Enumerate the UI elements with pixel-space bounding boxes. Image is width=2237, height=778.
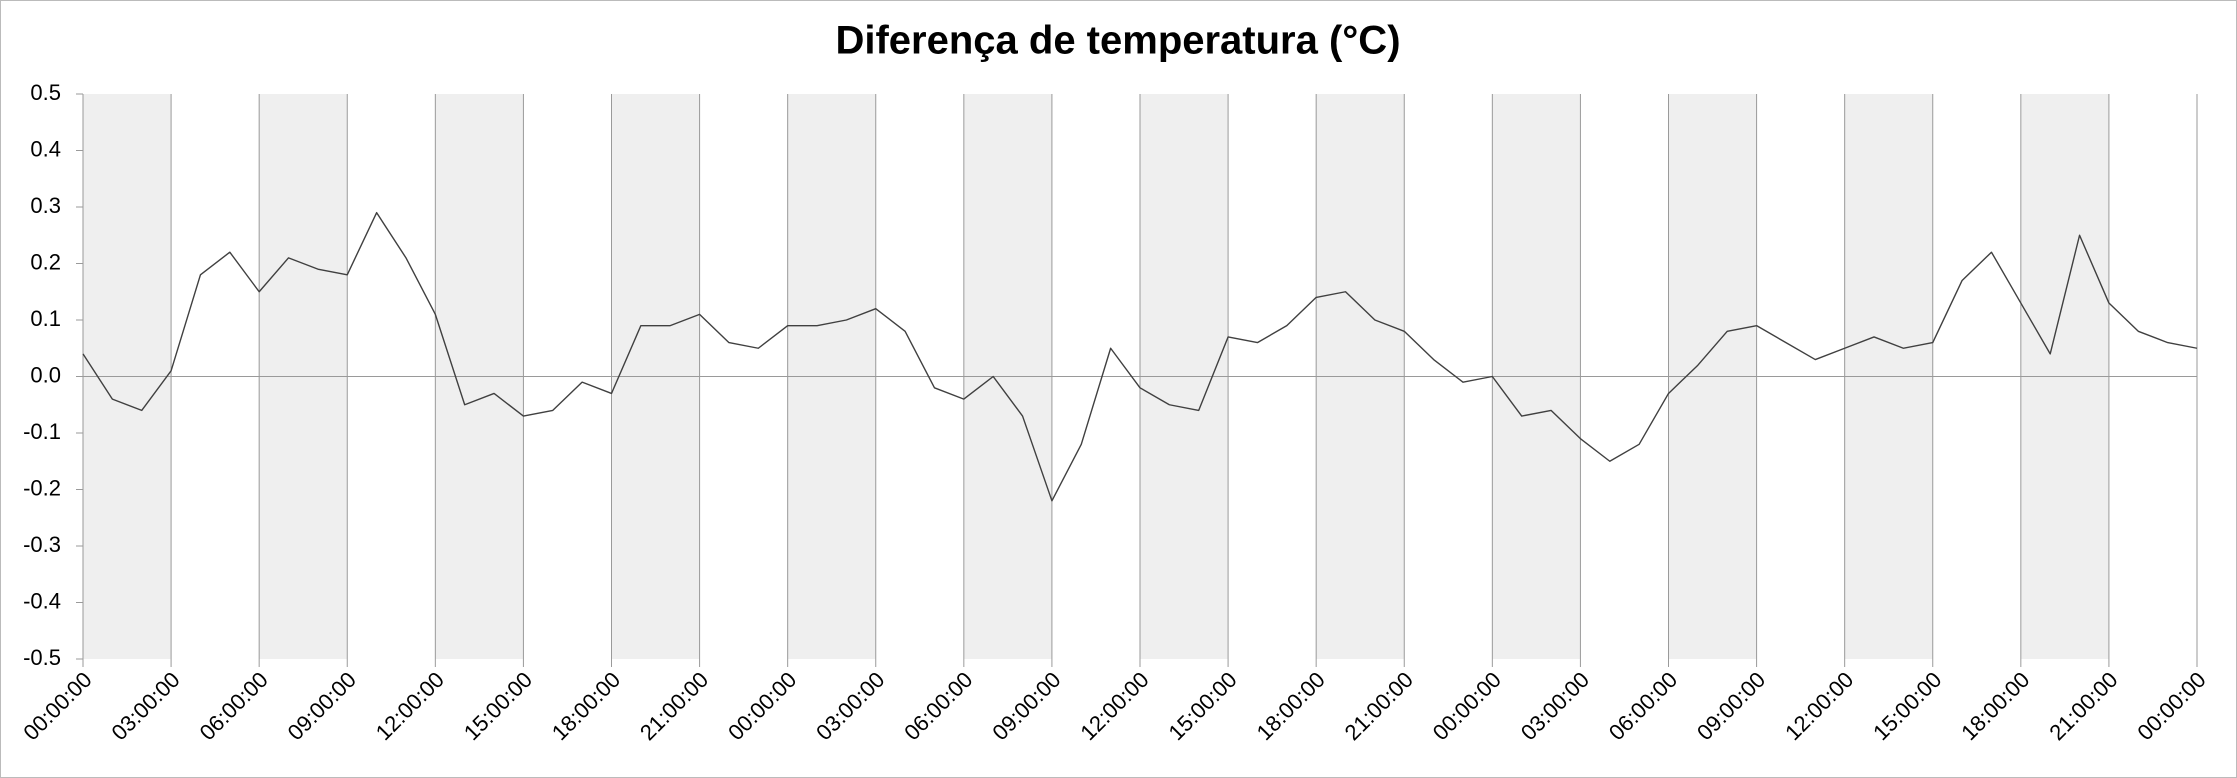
y-tick-label: -0.4: [23, 588, 61, 613]
y-tick-label: 0.1: [30, 306, 61, 331]
y-tick-label: 0.5: [30, 80, 61, 105]
y-tick-label: -0.1: [23, 419, 61, 444]
y-tick-label: -0.5: [23, 645, 61, 670]
y-tick-label: 0.2: [30, 249, 61, 274]
chart-title: Diferença de temperatura (°C): [835, 19, 1400, 63]
data-line: [82, 211, 2198, 502]
y-tick-label: 0.0: [30, 362, 61, 387]
y-tick-label: 0.3: [30, 193, 61, 218]
y-tick-label: -0.3: [23, 532, 61, 557]
y-tick-label: -0.2: [23, 475, 61, 500]
y-tick-label: 0.4: [30, 136, 61, 161]
